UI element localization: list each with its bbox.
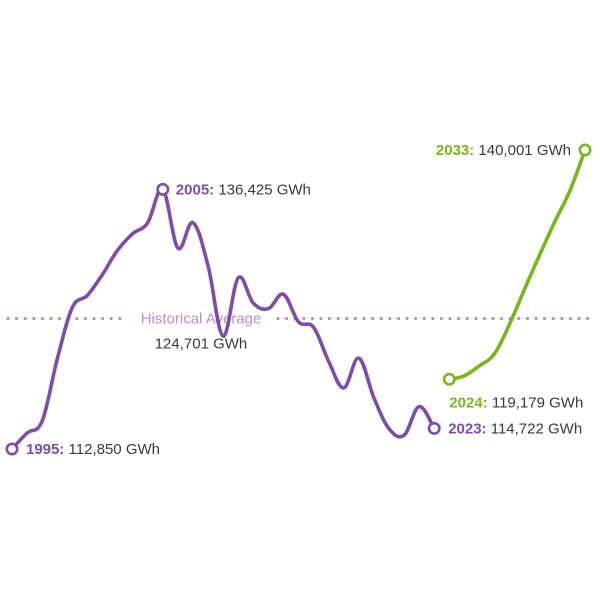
data-label-2024: 2024: 119,179 GWh — [449, 394, 583, 411]
data-label-value-2005: 136,425 GWh — [214, 181, 311, 198]
data-label-year-2023: 2023: — [448, 420, 486, 437]
marker-2005 — [156, 182, 170, 196]
data-label-2005: 2005: 136,425 GWh — [176, 181, 311, 198]
marker-2024 — [442, 372, 456, 386]
data-label-value-2024: 119,179 GWh — [488, 394, 584, 411]
data-label-value-2023: 114,722 GWh — [487, 420, 583, 437]
marker-2033 — [578, 143, 592, 157]
label-layer: 1995: 112,850 GWh 2005: 136,425 GWh 2023: … — [26, 142, 583, 458]
data-label-2033: 2033: 140,001 GWh — [436, 142, 571, 159]
data-label-value-2033: 140,001 GWh — [474, 142, 571, 159]
data-label-year-2005: 2005: — [176, 181, 214, 198]
marker-1995 — [5, 442, 19, 456]
forecast-series-line — [447, 148, 587, 382]
data-label-year-2024: 2024: — [449, 394, 487, 411]
historical-series-line — [10, 187, 436, 451]
data-label-year-2033: 2033: — [436, 142, 474, 159]
average-label: Historical Average — [141, 310, 262, 327]
data-label-1995: 1995: 112,850 GWh — [26, 441, 160, 458]
average-value-label: 124,701 GWh — [155, 335, 248, 352]
data-label-value-1995: 112,850 GWh — [64, 441, 160, 458]
series-layer — [10, 148, 587, 451]
data-label-year-1995: 1995: — [26, 441, 64, 458]
marker-2023 — [427, 421, 441, 435]
data-label-2023: 2023: 114,722 GWh — [448, 420, 582, 437]
marker-layer — [5, 143, 592, 456]
